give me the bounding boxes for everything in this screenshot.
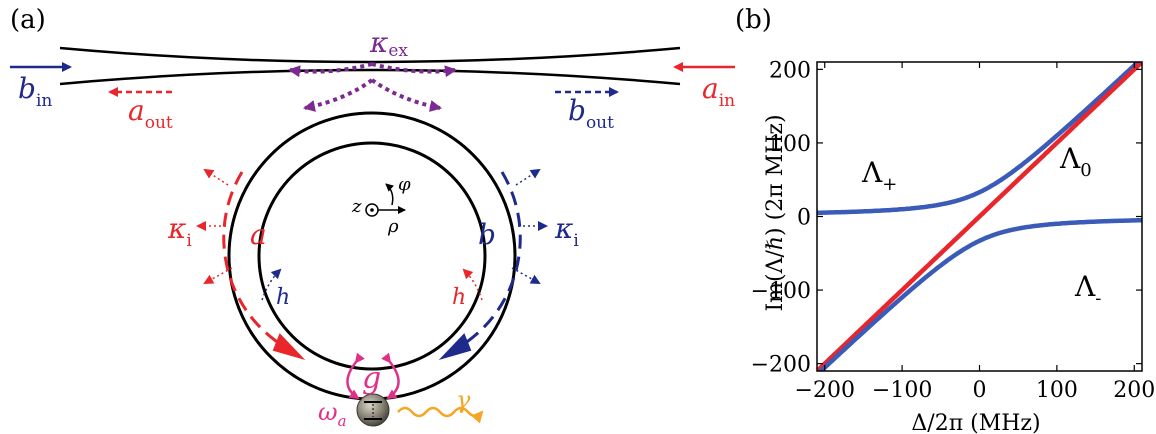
- g-label: g: [362, 361, 381, 396]
- z-axis-dot: [370, 208, 374, 212]
- gamma-emission-arrow: [397, 406, 484, 424]
- y-axis-label: Im(Λ/ℏ) (2π MHz): [763, 114, 788, 311]
- g-arrow-right: [381, 352, 400, 400]
- x-tick-label: −200: [795, 378, 855, 403]
- y-tick-label: −100: [751, 279, 811, 304]
- y-tick-label: 100: [769, 132, 811, 157]
- phi-label: φ: [398, 174, 411, 195]
- resonator-outer-ring: [227, 111, 517, 401]
- x-axis-label: Δ/2π (MHz): [911, 411, 1040, 434]
- waveguide-upper-edge: [59, 46, 681, 64]
- mode-a-arrow: [222, 171, 291, 352]
- loss-arrow-left-3: [203, 267, 233, 284]
- loss-arrow-right-3: [511, 267, 541, 284]
- lambda-zero-label: Λ0: [1059, 142, 1092, 181]
- a-in-label: ain: [702, 72, 735, 111]
- kappa-ex-arrow-lower-left: [303, 78, 374, 112]
- mode-b-arrowhead: [438, 333, 472, 360]
- kappa-i-left-label: κi: [167, 212, 192, 251]
- loss-arrow-right-1: [515, 168, 541, 186]
- omega-a-label: ωa: [318, 398, 347, 430]
- plot-area: −200 −100 0 100 200 −200 −100 0 100 200: [751, 58, 1156, 403]
- x-tick-label: −100: [872, 378, 932, 403]
- y-tick-label: 0: [797, 206, 811, 231]
- series-line-plus: [817, 62, 1142, 216]
- kappa-ex-label: κex: [369, 26, 408, 61]
- phi-arrow: [385, 183, 394, 206]
- panel-b-label: (b): [735, 5, 772, 35]
- g-arrow-left: [346, 352, 365, 400]
- h-left-label: h: [276, 285, 290, 310]
- lambda-minus-label: Λ-: [1074, 270, 1101, 309]
- y-tick-label: 200: [769, 58, 811, 83]
- a-out-label: aout: [128, 94, 173, 133]
- loss-arrow-left-1: [203, 168, 229, 186]
- mode-b-arrow: [453, 171, 522, 352]
- mode-b-label: b: [478, 218, 496, 251]
- mode-a-label: a: [250, 218, 267, 251]
- waveguide-lower-edge: [59, 68, 681, 86]
- panel-a-label: (a): [10, 5, 46, 35]
- panel-b: (b) −200 −100 0 100 200 −200 −100 0 100 200 Δ/2π …: [735, 5, 1155, 434]
- y-tick-label: −200: [751, 353, 811, 378]
- rho-label: ρ: [387, 216, 399, 237]
- lambda-plus-label: Λ+: [861, 156, 897, 195]
- kappa-ex-arrow-lower-right: [370, 78, 442, 112]
- kappa-i-right-label: κi: [554, 212, 579, 251]
- z-label: z: [351, 196, 362, 217]
- mode-a-arrowhead: [272, 333, 306, 360]
- b-in-label: bin: [18, 72, 52, 111]
- b-out-label: bout: [568, 94, 614, 133]
- series-line-minus: [817, 217, 1142, 371]
- panel-a: (a): [10, 5, 735, 430]
- resonator-inner-ring: [257, 141, 487, 371]
- h-right-label: h: [452, 285, 466, 310]
- kappa-ex-arrow-upper-right: [371, 62, 457, 78]
- x-tick-label: 200: [1113, 378, 1155, 403]
- series-line-zero: [817, 62, 1142, 371]
- gamma-label: γ: [456, 386, 471, 414]
- kappa-ex-arrow-upper: [288, 62, 373, 78]
- x-tick-label: 100: [1036, 378, 1078, 403]
- x-tick-label: 0: [973, 378, 987, 403]
